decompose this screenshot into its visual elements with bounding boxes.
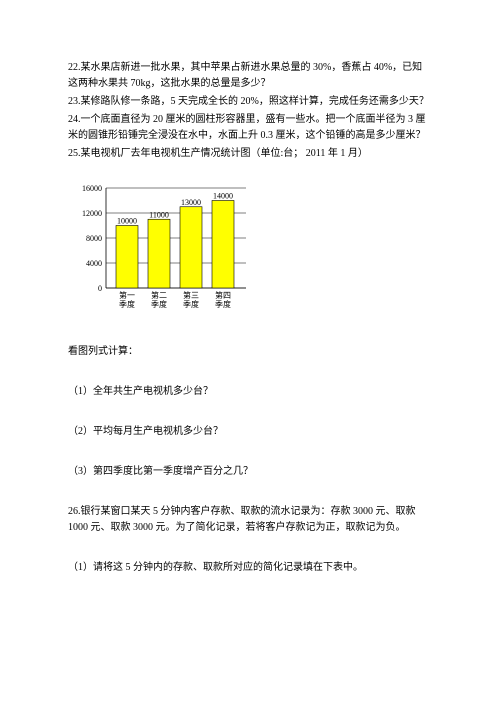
question-24: 24.一个底面直径为 20 厘米的圆柱形容器里，盛有一些水。把一个底面半径为 3… (68, 112, 432, 144)
svg-text:10000: 10000 (117, 217, 137, 226)
sub-question-3: （3）第四季度比第一季度增产百分之几？ (68, 464, 432, 480)
svg-text:第一: 第一 (119, 290, 135, 300)
svg-text:季度: 季度 (183, 299, 199, 309)
svg-text:第四: 第四 (215, 290, 231, 300)
question-25: 25.某电视机厂去年电视机生产情况统计图（单位:台； 2011 年 1 月） (68, 146, 432, 162)
svg-text:14000: 14000 (213, 192, 233, 201)
svg-text:第三: 第三 (183, 290, 199, 300)
bar-chart: 040008000120001600010000第一季度11000第二季度130… (68, 180, 248, 320)
question-22: 22.某水果店新进一批水果，其中苹果占新进水果总量的 30%，香蕉占 40%，已… (68, 60, 432, 92)
sub-question-1: （1）全年共生产电视机多少台？ (68, 384, 432, 400)
svg-text:11000: 11000 (149, 210, 169, 219)
svg-text:第二: 第二 (151, 290, 167, 300)
svg-text:季度: 季度 (119, 299, 135, 309)
question-26-1: （1）请将这 5 分钟内的存款、取款所对应的简化记录填在下表中。 (68, 560, 432, 576)
svg-text:0: 0 (98, 284, 102, 293)
question-26: 26.银行某窗口某天 5 分钟内客户存款、取款的流水记录为：存款 3000 元、… (68, 504, 432, 536)
svg-text:8000: 8000 (86, 234, 102, 243)
svg-text:16000: 16000 (82, 184, 102, 193)
sub-question-2: （2）平均每月生产电视机多少台？ (68, 424, 432, 440)
svg-text:季度: 季度 (215, 299, 231, 309)
svg-text:季度: 季度 (151, 299, 167, 309)
question-23: 23.某修路队修一条路，5 天完成全长的 20%，照这样计算，完成任务还需多少天… (68, 94, 432, 110)
svg-text:13000: 13000 (181, 198, 201, 207)
svg-text:12000: 12000 (82, 209, 102, 218)
svg-text:4000: 4000 (86, 259, 102, 268)
chart-prompt: 看图列式计算： (68, 344, 432, 360)
